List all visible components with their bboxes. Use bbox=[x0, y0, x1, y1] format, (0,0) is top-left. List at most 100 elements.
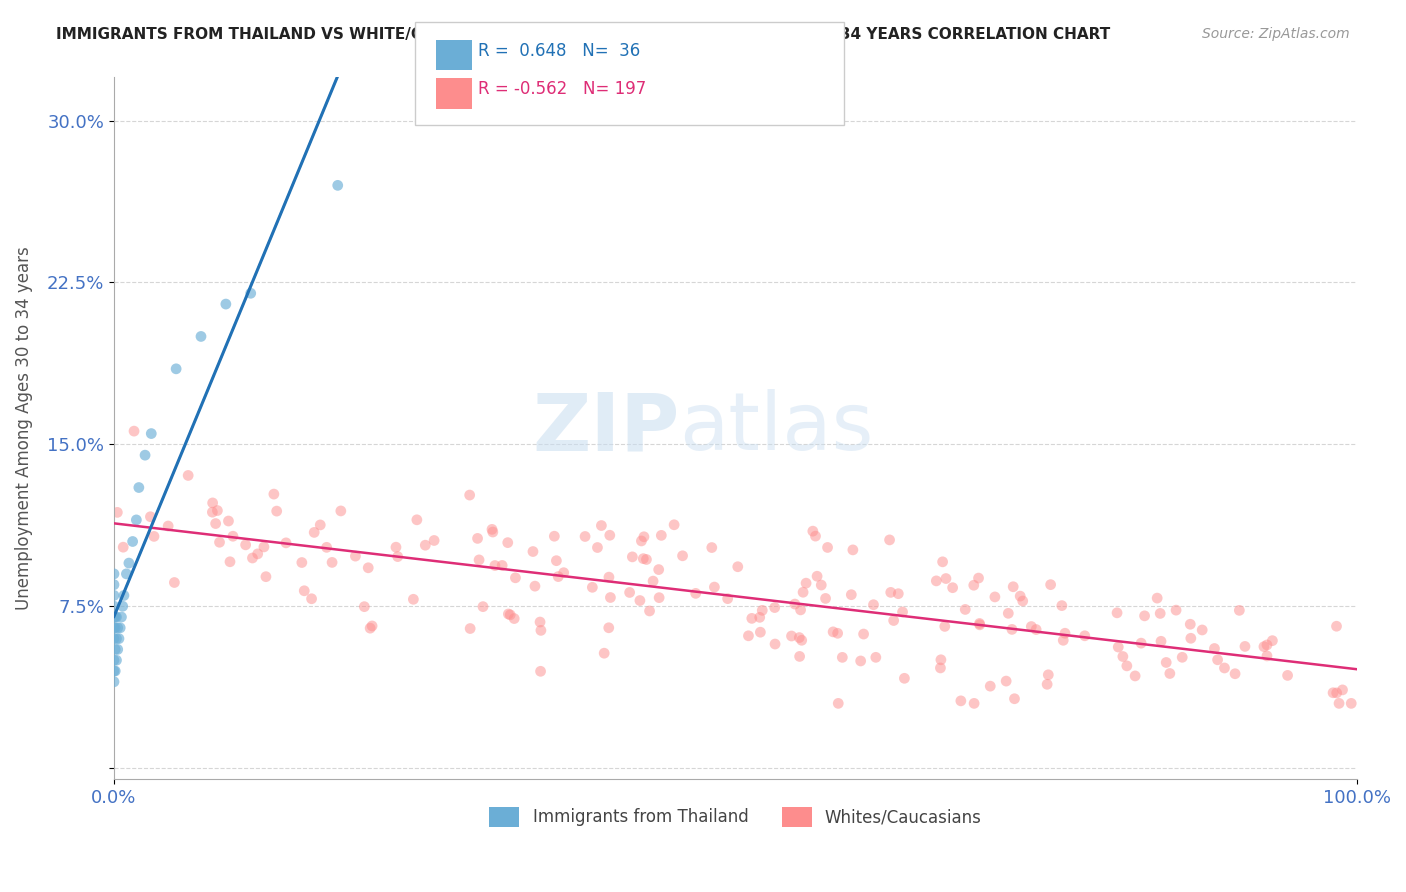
Point bbox=[1010, 589, 1032, 603]
Point bbox=[1133, 608, 1156, 623]
Point bbox=[1340, 697, 1362, 711]
Point bbox=[628, 593, 651, 607]
Point bbox=[591, 518, 613, 533]
Point bbox=[423, 533, 446, 548]
Point bbox=[887, 587, 910, 601]
Point bbox=[468, 553, 491, 567]
Point bbox=[783, 597, 806, 611]
Point bbox=[108, 632, 131, 646]
Point bbox=[107, 621, 129, 635]
Point bbox=[553, 566, 575, 580]
Point bbox=[780, 629, 803, 643]
Point bbox=[1164, 603, 1187, 617]
Point bbox=[598, 621, 620, 635]
Legend: Immigrants from Thailand, Whites/Caucasians: Immigrants from Thailand, Whites/Caucasi… bbox=[482, 800, 988, 834]
Point bbox=[207, 503, 229, 517]
Point bbox=[1326, 686, 1348, 700]
Point bbox=[1050, 599, 1073, 613]
Point bbox=[598, 570, 620, 584]
Point bbox=[997, 607, 1019, 621]
Point bbox=[801, 524, 824, 538]
Point bbox=[1256, 638, 1278, 652]
Point bbox=[633, 551, 655, 566]
Point bbox=[883, 614, 905, 628]
Point bbox=[1039, 577, 1062, 591]
Point bbox=[111, 599, 134, 614]
Point bbox=[1074, 629, 1097, 643]
Point bbox=[737, 629, 759, 643]
Point bbox=[1123, 669, 1146, 683]
Point bbox=[1107, 640, 1129, 654]
Point bbox=[1223, 666, 1246, 681]
Point bbox=[671, 549, 693, 563]
Point bbox=[638, 604, 661, 618]
Point bbox=[1277, 668, 1299, 682]
Point bbox=[810, 578, 832, 592]
Point bbox=[105, 653, 128, 667]
Point bbox=[104, 642, 127, 657]
Point bbox=[852, 627, 875, 641]
Point bbox=[814, 591, 837, 606]
Point bbox=[879, 533, 901, 547]
Point bbox=[839, 588, 862, 602]
Point bbox=[581, 580, 603, 594]
Point bbox=[110, 610, 132, 624]
Point bbox=[387, 549, 409, 564]
Point bbox=[546, 554, 568, 568]
Point bbox=[496, 535, 519, 549]
Point bbox=[491, 558, 513, 573]
Text: R =  0.648   N=  36: R = 0.648 N= 36 bbox=[478, 42, 640, 60]
Point bbox=[1011, 594, 1033, 608]
Text: Source: ZipAtlas.com: Source: ZipAtlas.com bbox=[1202, 27, 1350, 41]
Point bbox=[700, 541, 723, 555]
Point bbox=[254, 570, 277, 584]
Point bbox=[1001, 623, 1024, 637]
Point bbox=[1021, 619, 1043, 633]
Point bbox=[201, 496, 224, 510]
Point bbox=[217, 514, 239, 528]
Point bbox=[942, 581, 965, 595]
Point bbox=[648, 591, 671, 605]
Point bbox=[574, 529, 596, 543]
Point bbox=[630, 533, 652, 548]
Point bbox=[794, 576, 817, 591]
Point bbox=[177, 468, 200, 483]
Point bbox=[107, 642, 129, 657]
Point bbox=[239, 286, 262, 301]
Point bbox=[103, 566, 125, 581]
Point bbox=[121, 534, 143, 549]
Point bbox=[979, 679, 1001, 693]
Point bbox=[955, 602, 977, 616]
Point bbox=[827, 626, 849, 640]
Point bbox=[1206, 653, 1229, 667]
Point bbox=[139, 509, 162, 524]
Point bbox=[112, 540, 135, 554]
Point bbox=[1322, 686, 1344, 700]
Point bbox=[361, 619, 384, 633]
Point bbox=[1149, 607, 1171, 621]
Point bbox=[103, 589, 125, 603]
Point bbox=[751, 603, 773, 617]
Point bbox=[547, 569, 569, 583]
Point bbox=[143, 529, 166, 543]
Point bbox=[529, 615, 551, 629]
Point bbox=[789, 603, 811, 617]
Point bbox=[893, 671, 915, 685]
Point bbox=[103, 599, 125, 614]
Point bbox=[1150, 634, 1173, 648]
Point bbox=[849, 654, 872, 668]
Point bbox=[125, 513, 148, 527]
Point bbox=[301, 591, 323, 606]
Point bbox=[112, 589, 135, 603]
Point bbox=[1038, 668, 1060, 682]
Point bbox=[763, 637, 786, 651]
Point bbox=[108, 621, 131, 635]
Point bbox=[242, 551, 264, 566]
Point bbox=[481, 522, 503, 536]
Point bbox=[302, 525, 325, 540]
Point bbox=[1180, 632, 1202, 646]
Point bbox=[505, 571, 527, 585]
Point bbox=[105, 632, 128, 646]
Point bbox=[1112, 649, 1135, 664]
Point bbox=[931, 555, 953, 569]
